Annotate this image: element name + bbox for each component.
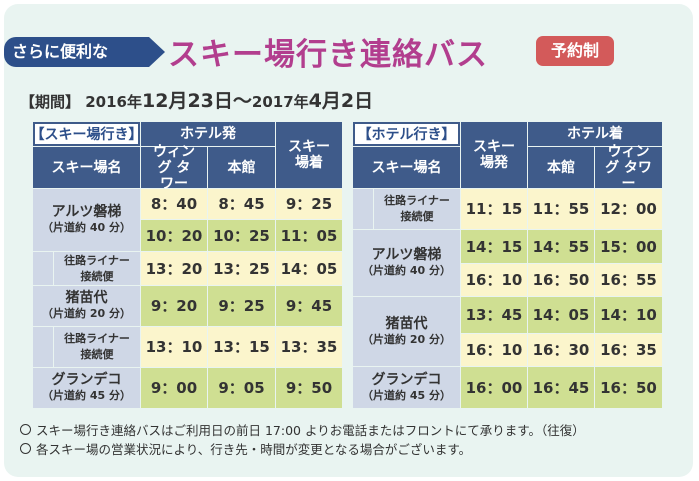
resort-duration: （片道約 40 分） xyxy=(42,221,131,234)
time-cell: 13：35 xyxy=(276,327,342,367)
right-hdr-ski-depart: スキー場発 xyxy=(461,122,527,188)
circle-bullet-icon xyxy=(20,424,31,435)
time-cell: 13：15 xyxy=(208,327,275,367)
left-section-label: 【スキー場行き】 xyxy=(31,122,143,146)
left-resort-alts: アルツ磐梯 （片道約 40 分） xyxy=(33,189,140,251)
left-hdr-ski-name: スキー場名 xyxy=(33,147,140,188)
time-cell: 14：55 xyxy=(528,230,594,263)
period-label: 【期間】 xyxy=(20,93,81,111)
time-cell: 16：45 xyxy=(528,367,594,408)
time-cell: 13：20 xyxy=(141,252,207,285)
time-cell: 16：30 xyxy=(528,334,594,366)
time-cell: 16：55 xyxy=(595,264,662,296)
resort-name: アルツ磐梯 xyxy=(371,247,442,263)
note-text: スキー場行き連絡バスはご利用日の前日 17:00 よりお電話またはフロントにて承… xyxy=(36,423,585,438)
time-cell: 13：10 xyxy=(141,327,207,367)
resort-duration: （片道約 20 分） xyxy=(362,332,451,346)
time-cell: 10：20 xyxy=(141,220,207,251)
resort-name: グランデコ xyxy=(371,371,442,388)
time-cell: 16：10 xyxy=(461,264,527,296)
left-liner-alts: 往路ライナー 接続便 xyxy=(54,252,140,285)
resort-duration: （片道約 20 分） xyxy=(42,307,131,320)
notes: スキー場行き連絡バスはご利用日の前日 17:00 よりお電話またはフロントにて承… xyxy=(20,421,585,459)
time-cell: 14：05 xyxy=(528,297,594,333)
time-cell: 14：05 xyxy=(276,252,342,285)
note-item: スキー場行き連絡バスはご利用日の前日 17:00 よりお電話またはフロントにて承… xyxy=(20,421,585,440)
left-resort-alts-indent xyxy=(33,252,53,285)
right-resort-grandeco: グランデコ （片道約 45 分） xyxy=(353,367,460,408)
resort-duration: （片道約 40 分） xyxy=(362,264,451,277)
right-hdr-ski-name: スキー場名 xyxy=(353,147,460,188)
resort-duration: （片道約 45 分） xyxy=(362,388,451,402)
right-hdr-main: 本館 xyxy=(528,147,594,188)
left-resort-inawashiro: 猪苗代 （片道約 20 分） xyxy=(33,286,140,326)
resort-name: グランデコ xyxy=(51,372,122,388)
resort-duration: （片道約 45 分） xyxy=(42,389,131,402)
note-item: 各スキー場の営業状況により、行き先・時間が変更となる場合がございます。 xyxy=(20,440,585,459)
left-hdr-hotel-depart: ホテル発 xyxy=(141,122,275,146)
promo-tag: さらに便利な xyxy=(4,37,149,67)
circle-bullet-icon xyxy=(20,443,31,454)
note-text: 各スキー場の営業状況により、行き先・時間が変更となる場合がございます。 xyxy=(36,442,472,457)
period-year2: 2017年 xyxy=(251,93,309,111)
time-cell: 9：20 xyxy=(141,286,207,326)
resort-name: 猪苗代 xyxy=(385,315,428,332)
period-end: 4月2日 xyxy=(308,90,374,112)
time-cell: 9：00 xyxy=(141,368,207,408)
time-cell: 10：25 xyxy=(208,220,275,251)
time-cell: 11：05 xyxy=(276,220,342,251)
time-cell: 9：45 xyxy=(276,286,342,326)
reservation-badge: 予約制 xyxy=(536,36,614,66)
page-title: スキー場行き連絡バス xyxy=(168,37,488,73)
time-cell: 15：00 xyxy=(595,230,662,263)
resort-name: 猪苗代 xyxy=(65,290,108,306)
time-cell: 11：15 xyxy=(461,189,527,229)
time-cell: 16：35 xyxy=(595,334,662,366)
period-line: 【期間】 2016年12月23日〜2017年4月2日 xyxy=(20,86,373,113)
time-cell: 12：00 xyxy=(595,189,662,229)
right-liner-alts: 往路ライナー 接続便 xyxy=(374,189,460,229)
time-cell: 11：55 xyxy=(528,189,594,229)
left-hdr-main: 本館 xyxy=(208,147,275,188)
left-hdr-ski-arrive: スキー場着 xyxy=(276,122,342,188)
left-liner-inawashiro: 往路ライナー 接続便 xyxy=(54,327,140,367)
right-liner-indent xyxy=(353,189,373,229)
time-cell: 16：10 xyxy=(461,334,527,366)
time-cell: 8：40 xyxy=(141,189,207,219)
left-resort-grandeco: グランデコ （片道約 45 分） xyxy=(33,368,140,408)
right-section-label: 【ホテル行き】 xyxy=(353,122,460,146)
time-cell: 9：05 xyxy=(208,368,275,408)
time-cell: 8：45 xyxy=(208,189,275,219)
resort-name: アルツ磐梯 xyxy=(51,204,122,220)
time-cell: 13：45 xyxy=(461,297,527,333)
time-cell: 13：25 xyxy=(208,252,275,285)
time-cell: 9：50 xyxy=(276,368,342,408)
promo-tag-arrow xyxy=(149,37,165,67)
right-resort-alts: アルツ磐梯 （片道約 40 分） xyxy=(353,230,460,296)
left-hdr-wing: ウィング タワー xyxy=(141,144,207,192)
right-hdr-hotel-arrive: ホテル着 xyxy=(528,122,662,146)
right-resort-inawashiro: 猪苗代 （片道約 20 分） xyxy=(353,297,460,366)
time-cell: 14：10 xyxy=(595,297,662,333)
time-cell: 9：25 xyxy=(208,286,275,326)
left-resort-inawashiro-indent xyxy=(33,327,53,367)
time-cell: 16：00 xyxy=(461,367,527,408)
period-year1: 2016年 xyxy=(85,93,142,111)
time-cell: 14：15 xyxy=(461,230,527,263)
time-cell: 16：50 xyxy=(595,367,662,408)
right-hdr-wing: ウィング タワー xyxy=(595,144,662,192)
period-start: 12月23日〜 xyxy=(142,90,252,112)
time-cell: 9：25 xyxy=(276,189,342,219)
time-cell: 16：50 xyxy=(528,264,594,296)
